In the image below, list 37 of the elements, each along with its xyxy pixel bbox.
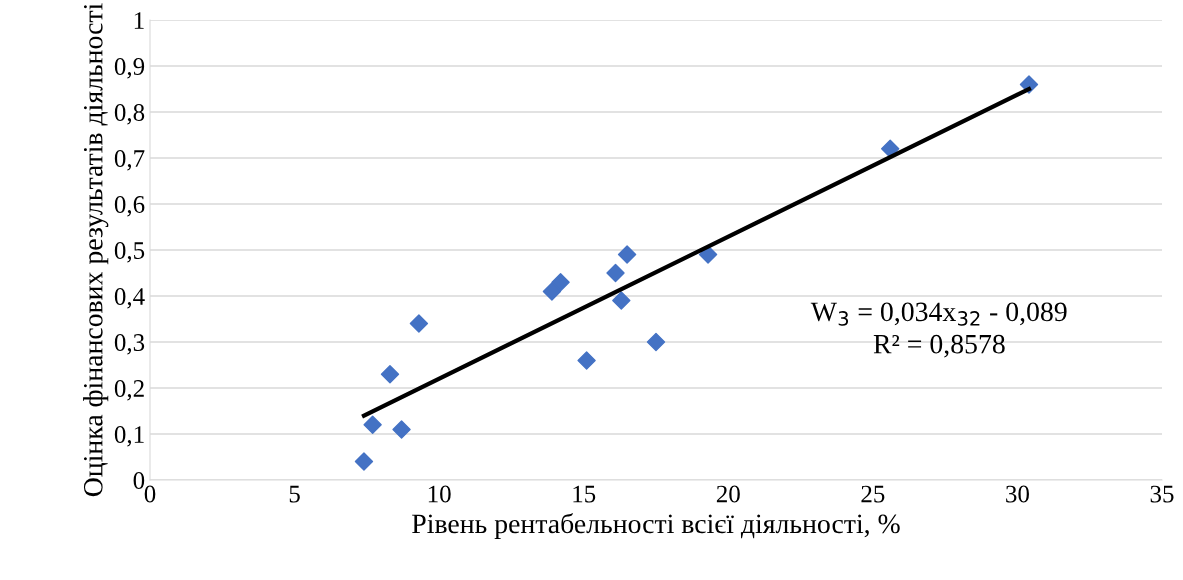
point	[354, 452, 374, 471]
x-tick-label: 35	[1150, 485, 1174, 503]
x-tick-label: 10	[428, 485, 451, 503]
y-tick-label: 0,1	[114, 426, 144, 447]
y-tick-label: 0,8	[114, 104, 145, 125]
y-axis-title: Оцінка фінансових результатів діяльності	[83, 3, 109, 497]
y-tick-label: 0,9	[114, 58, 145, 79]
y-tick-label: 0,5	[114, 242, 145, 263]
y-tick-label: 0,3	[114, 334, 145, 355]
point	[698, 245, 718, 264]
x-tick-label: 30	[1006, 485, 1029, 503]
point	[617, 245, 637, 264]
x-tick-label: 25	[861, 485, 885, 503]
point	[363, 415, 382, 435]
x-tick-label: 5	[289, 485, 300, 503]
point	[551, 272, 570, 292]
point	[380, 364, 400, 384]
point	[542, 282, 562, 301]
point	[392, 420, 411, 439]
x-tick-label: 20	[716, 485, 740, 503]
x-tick-label: 15	[573, 485, 596, 503]
point	[409, 314, 429, 333]
y-tick-label: 0	[133, 472, 145, 489]
y-tick-label: 0,7	[114, 150, 145, 171]
point	[577, 351, 596, 370]
annotation: W$_{3}$ = 0,034x$_{32}$ - 0,089	[810, 302, 1067, 326]
y-tick-label: 0,4	[114, 288, 145, 309]
annotation: R² = 0,8578	[873, 334, 1005, 358]
x-axis-title: Рівень рентабельності всієї діяльності, %	[412, 513, 900, 539]
point	[881, 139, 900, 159]
y-tick-label: 0,6	[114, 196, 145, 217]
point	[646, 332, 666, 352]
point	[612, 291, 631, 310]
y-tick-label: 0,2	[114, 380, 144, 401]
x-tick-label: 0	[144, 485, 156, 503]
y-tick-label: 1	[134, 12, 144, 29]
point	[606, 263, 625, 283]
